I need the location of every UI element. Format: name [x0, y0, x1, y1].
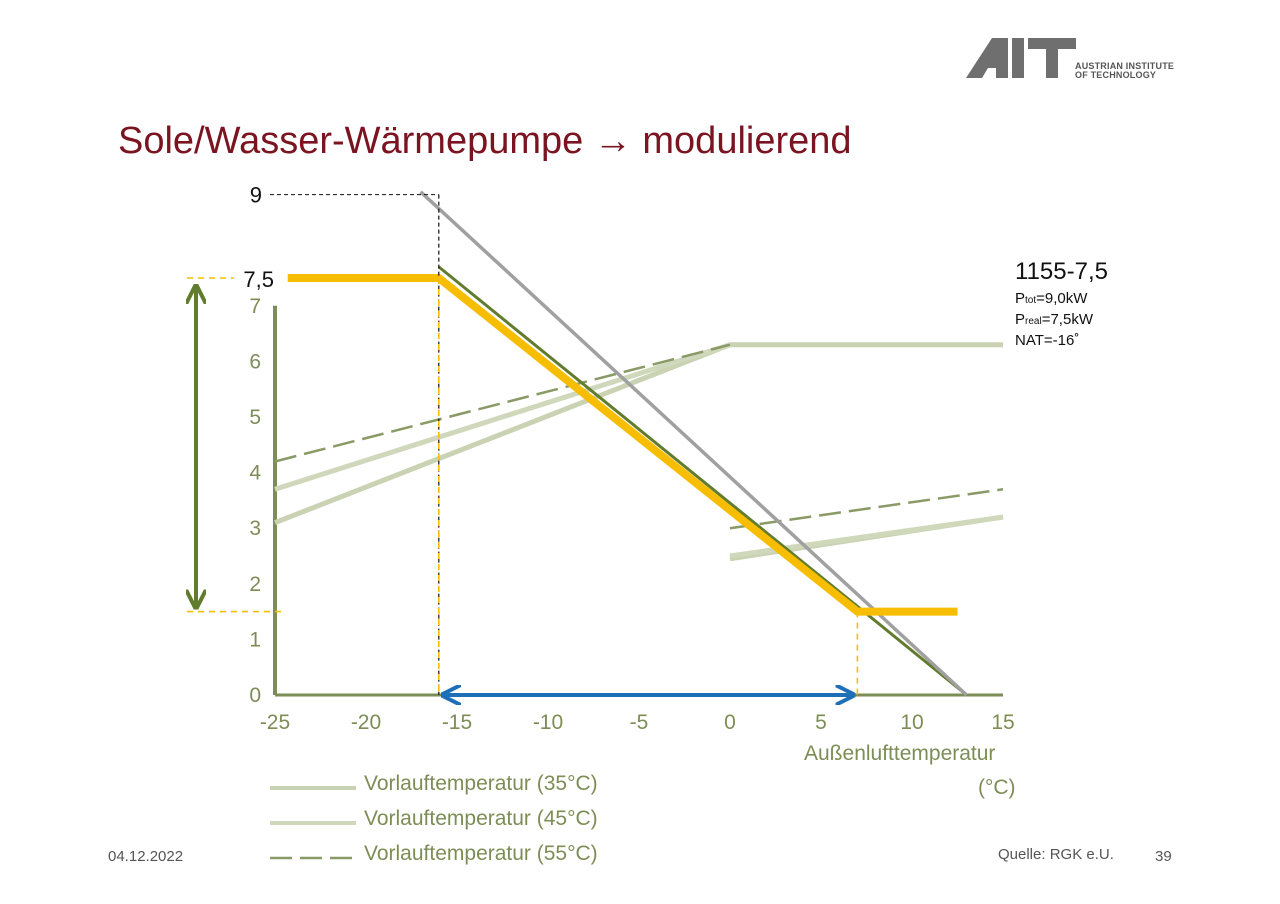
x-tick-label: -25: [260, 711, 290, 734]
p-tot-line: Ptot=9,0kW: [1015, 290, 1088, 307]
x-axis-label: Außenlufttemperatur: [804, 742, 996, 765]
p-real-sub: real: [1025, 316, 1042, 327]
y-tick-label: 6: [249, 350, 261, 373]
footer-date: 04.12.2022: [108, 848, 184, 865]
x-tick-label: -15: [442, 711, 472, 734]
page-number: 39: [1155, 848, 1172, 865]
x-tick-label: -10: [533, 711, 563, 734]
x-tick-label: -20: [351, 711, 381, 734]
line-heat-demand: [419, 190, 968, 697]
y-tick-label: 3: [249, 517, 261, 540]
model-label: 1155-7,5: [1015, 258, 1108, 285]
ait-logo: [966, 38, 1076, 78]
legend-label-vl45: Vorlauftemperatur (45°C): [364, 807, 598, 830]
x-tick-label: -5: [630, 711, 649, 734]
nat-line: NAT=-16˚: [1015, 332, 1080, 349]
logo-line-1: AUSTRIAN INSTITUTE: [1075, 61, 1175, 71]
max-power-label: 7,5: [243, 267, 274, 292]
y-tick-label: 0: [249, 684, 261, 707]
p-tot-value: =9,0kW: [1036, 290, 1088, 307]
x-axis-unit: (°C): [978, 776, 1016, 799]
logo-line-2: OF TECHNOLOGY: [1075, 70, 1157, 80]
footer-source: Quelle: RGK e.U.: [998, 846, 1114, 863]
logo-text: AUSTRIAN INSTITUTE OF TECHNOLOGY: [1075, 62, 1174, 80]
line-min-extension: [437, 265, 968, 697]
x-tick-label: 15: [991, 711, 1014, 734]
legend-label-vl55: Vorlauftemperatur (55°C): [364, 842, 598, 865]
y-tick-label: 4: [249, 462, 261, 485]
design-power-label: 9: [250, 183, 262, 208]
p-real-value: =7,5kW: [1041, 311, 1093, 328]
series-vl55: [274, 343, 731, 463]
x-tick-label: 10: [900, 711, 923, 734]
p-real-line: Preal=7,5kW: [1015, 311, 1093, 328]
p-tot-sub: tot: [1025, 295, 1037, 306]
series-vl55: [729, 488, 1004, 530]
x-tick-label: 0: [724, 711, 736, 734]
slide-title: Sole/Wasser-Wärmepumpe → modulierend: [118, 120, 852, 162]
y-tick-label: 1: [249, 628, 261, 651]
x-tick-label: 5: [815, 711, 827, 734]
y-tick-label: 7: [249, 295, 261, 318]
heat-pump-info: 1155-7,5 Ptot=9,0kW Preal=7,5kW NAT=-16˚: [1015, 258, 1108, 349]
line-modulation: [287, 274, 958, 616]
y-tick-label: 5: [249, 406, 261, 429]
series-vl45: [274, 342, 731, 492]
legend-label-vl35: Vorlauftemperatur (35°C): [364, 772, 598, 795]
y-tick-label: 2: [249, 573, 261, 596]
